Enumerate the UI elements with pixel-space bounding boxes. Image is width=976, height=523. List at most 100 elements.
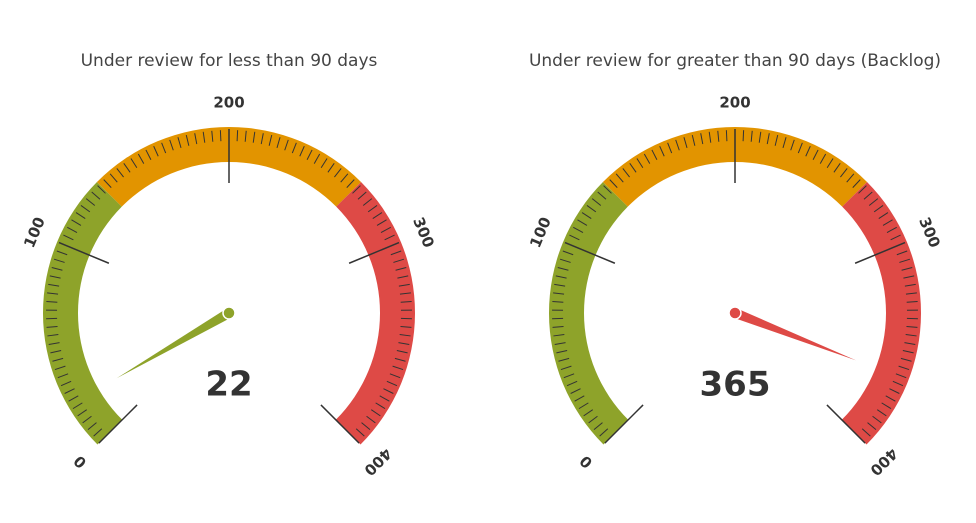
- minor-tick: [361, 422, 371, 431]
- minor-tick: [194, 133, 198, 145]
- minor-tick: [553, 292, 565, 295]
- minor-tick: [177, 137, 182, 148]
- minor-tick: [882, 219, 893, 226]
- minor-tick: [553, 334, 565, 337]
- minor-tick: [889, 388, 900, 394]
- minor-tick: [742, 130, 745, 142]
- minor-tick: [87, 422, 97, 431]
- minor-tick: [562, 250, 574, 256]
- minor-tick: [299, 146, 305, 157]
- gauge-title: Under review for less than 90 days: [80, 51, 378, 71]
- minor-tick: [137, 153, 145, 164]
- minor-tick: [320, 158, 328, 169]
- minor-tick: [615, 173, 624, 183]
- minor-tick: [313, 153, 321, 164]
- minor-tick: [708, 131, 712, 143]
- minor-tick: [400, 301, 412, 303]
- minor-tick: [559, 258, 571, 263]
- minor-tick: [380, 226, 391, 233]
- minor-tick: [872, 415, 882, 424]
- minor-tick: [569, 234, 580, 241]
- major-tick: [854, 241, 906, 264]
- minor-tick: [643, 153, 651, 164]
- minor-tick: [116, 168, 124, 178]
- gauge-band: [841, 181, 921, 445]
- minor-tick: [885, 395, 896, 402]
- minor-tick: [71, 219, 82, 226]
- minor-tick: [47, 292, 59, 295]
- tick-label: 400: [360, 444, 395, 479]
- minor-tick: [905, 334, 917, 337]
- gauge-value: 365: [700, 365, 771, 405]
- minor-tick: [636, 158, 644, 169]
- minor-tick: [67, 226, 78, 233]
- needle-hub: [728, 306, 742, 320]
- minor-tick: [64, 388, 75, 394]
- minor-tick: [858, 185, 867, 194]
- major-tick: [826, 404, 866, 444]
- major-tick: [564, 241, 616, 264]
- minor-tick: [48, 342, 60, 345]
- minor-tick: [392, 365, 404, 371]
- minor-tick: [812, 149, 819, 160]
- minor-tick: [554, 342, 566, 345]
- minor-tick: [651, 149, 658, 160]
- minor-tick: [790, 139, 795, 151]
- minor-tick: [691, 134, 696, 146]
- minor-tick: [80, 205, 91, 213]
- minor-tick: [840, 168, 848, 178]
- minor-tick: [291, 142, 297, 154]
- minor-tick: [352, 185, 361, 194]
- minor-tick: [50, 350, 62, 354]
- minor-tick: [833, 162, 841, 173]
- minor-tick: [397, 275, 409, 279]
- minor-tick: [153, 146, 159, 157]
- minor-tick: [667, 142, 673, 154]
- minor-tick: [268, 134, 273, 146]
- minor-tick: [577, 219, 588, 226]
- minor-tick: [593, 422, 603, 431]
- minor-tick: [591, 198, 602, 206]
- minor-tick: [145, 149, 152, 160]
- gauge-band: [43, 181, 123, 445]
- minor-tick: [597, 191, 607, 200]
- minor-tick: [394, 357, 406, 362]
- minor-tick: [260, 133, 264, 145]
- tick-label: 300: [409, 215, 438, 251]
- minor-tick: [103, 179, 112, 188]
- minor-tick: [252, 131, 256, 143]
- gauge-band: [549, 181, 629, 445]
- minor-tick: [878, 212, 889, 219]
- minor-tick: [586, 205, 597, 213]
- tick-label: 200: [213, 94, 244, 112]
- minor-tick: [629, 162, 637, 173]
- minor-tick: [906, 325, 918, 328]
- minor-tick: [85, 198, 96, 206]
- minor-tick: [49, 275, 61, 279]
- minor-tick: [867, 422, 877, 431]
- gauge-band: [335, 181, 415, 445]
- major-tick: [348, 241, 400, 264]
- minor-tick: [659, 146, 665, 157]
- minor-tick: [609, 179, 618, 188]
- minor-tick: [766, 133, 770, 145]
- minor-tick: [399, 292, 411, 295]
- minor-tick: [758, 131, 762, 143]
- minor-tick: [555, 275, 567, 279]
- minor-tick: [566, 380, 578, 387]
- minor-tick: [219, 130, 222, 142]
- tick-label: 300: [915, 215, 944, 251]
- minor-tick: [886, 226, 897, 233]
- minor-tick: [306, 149, 313, 160]
- minor-tick: [557, 267, 569, 271]
- tick-label: 0: [70, 452, 90, 472]
- minor-tick: [357, 191, 367, 200]
- major-tick: [58, 241, 110, 264]
- major-tick: [604, 404, 644, 444]
- needle-hub: [222, 306, 236, 320]
- minor-tick: [346, 179, 355, 188]
- minor-tick: [211, 130, 214, 142]
- minor-tick: [372, 212, 383, 219]
